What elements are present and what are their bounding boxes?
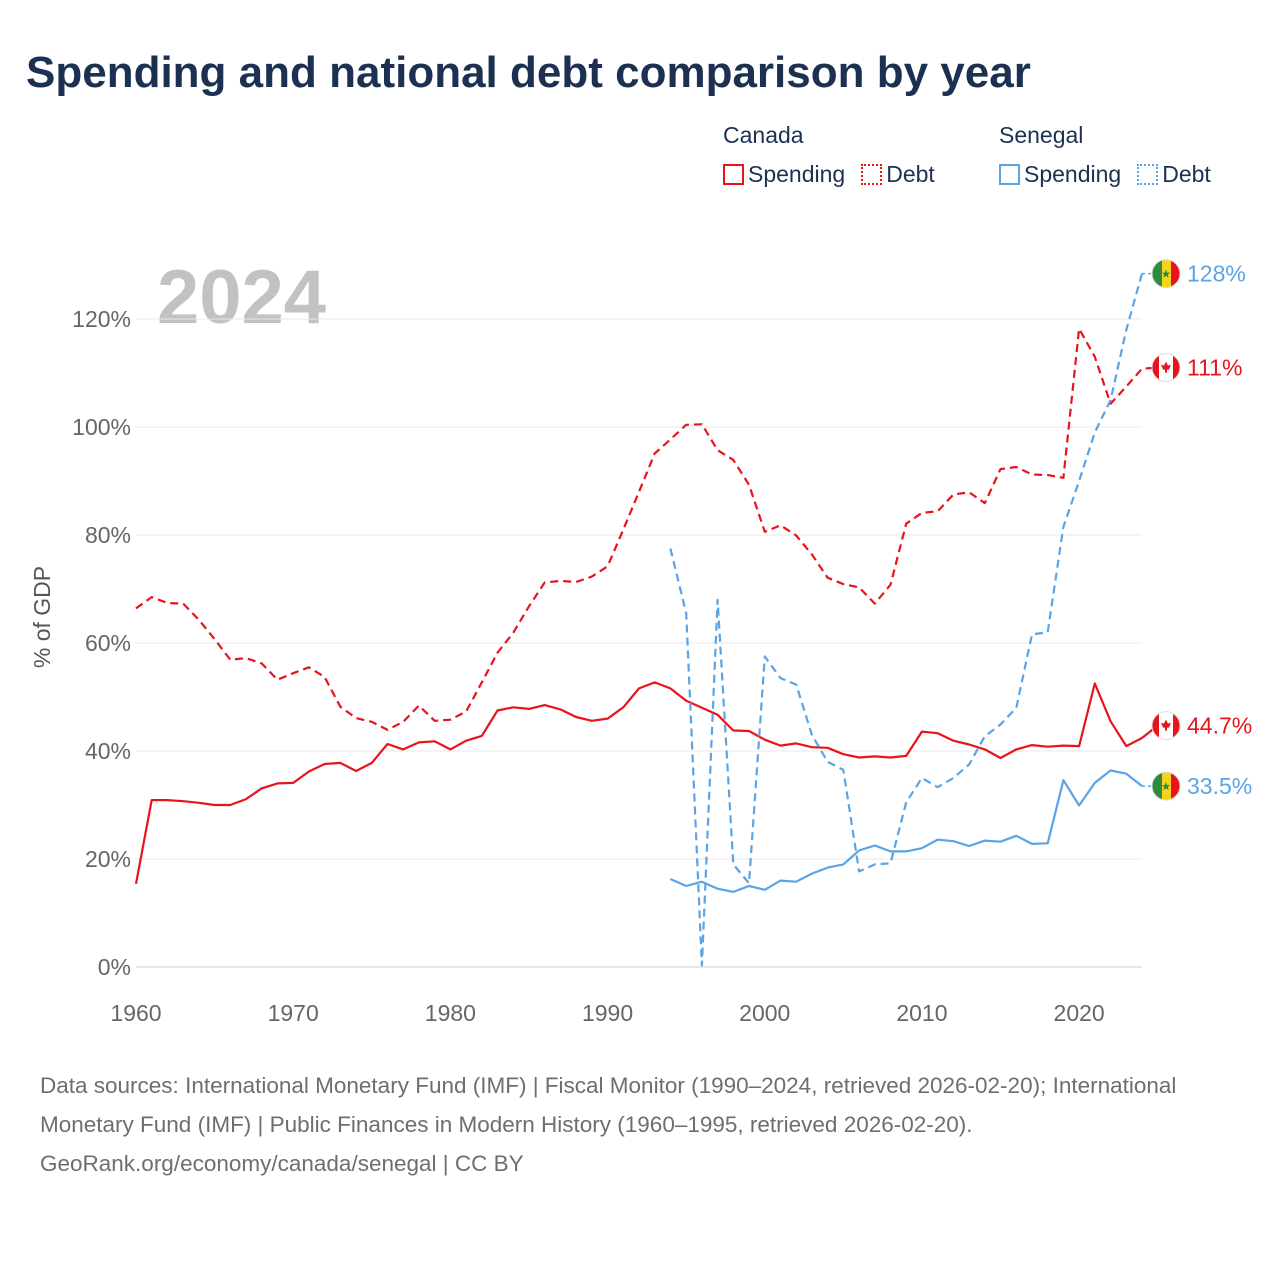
legend-label: Spending: [748, 161, 846, 187]
x-tick-label: 2010: [896, 1000, 947, 1026]
legend-swatch-solid: [999, 164, 1020, 185]
x-tick-label: 2000: [739, 1000, 790, 1026]
legend-senegal-debt[interactable]: Debt: [1137, 161, 1211, 188]
y-tick-label: 40%: [85, 738, 131, 764]
x-tick-label: 2020: [1054, 1000, 1105, 1026]
legend-senegal: Senegal Spending Debt: [999, 122, 1211, 188]
legend-swatch-dotted: [1137, 164, 1159, 185]
end-value-label: 44.7%: [1187, 713, 1252, 739]
y-tick-label: 60%: [85, 630, 131, 656]
x-tick-label: 1980: [425, 1000, 476, 1026]
legend-label: Debt: [886, 161, 935, 187]
y-tick-label: 100%: [72, 414, 131, 440]
y-axis-label: % of GDP: [29, 566, 55, 668]
y-tick-label: 0%: [98, 954, 131, 980]
legend-canada: Canada Spending Debt: [723, 122, 935, 188]
end-value-label: 128%: [1187, 261, 1246, 287]
y-tick-label: 120%: [72, 306, 131, 332]
chart-area: 2024 0% 20% 40% 60% 80% 100% 120% 1960 1970 1980…: [29, 255, 1252, 1026]
legend-swatch-solid: [723, 164, 744, 185]
legend-country-senegal: Senegal: [999, 122, 1084, 148]
senegal-debt-line[interactable]: [669, 273, 1144, 967]
end-value-label: 111%: [1187, 355, 1242, 381]
credit-link[interactable]: GeoRank.org/economy/canada/senegal | CC …: [40, 1151, 524, 1176]
data-sources: Data sources: International Monetary Fun…: [40, 1073, 1177, 1137]
chart-title: Spending and national debt comparison by…: [26, 48, 1031, 97]
year-watermark: 2024: [157, 255, 326, 340]
senegal-spending-line[interactable]: [669, 769, 1143, 893]
y-tick-label: 80%: [85, 522, 131, 548]
end-value-label: 33.5%: [1187, 773, 1252, 799]
legend-senegal-spending[interactable]: Spending: [999, 161, 1121, 188]
legend-canada-debt[interactable]: Debt: [861, 161, 935, 188]
x-tick-label: 1960: [110, 1000, 161, 1026]
legend-label: Spending: [1024, 161, 1122, 187]
legend-canada-spending[interactable]: Spending: [723, 161, 845, 188]
y-tick-label: 20%: [85, 846, 131, 872]
x-tick-label: 1970: [268, 1000, 319, 1026]
legend-label: Debt: [1162, 161, 1211, 187]
canada-spending-line[interactable]: [134, 681, 1159, 885]
legend-country-canada: Canada: [723, 122, 804, 148]
footer: Data sources: International Monetary Fun…: [40, 1066, 1240, 1183]
canada-flag-icon: [1151, 353, 1181, 383]
canada-debt-line[interactable]: [135, 327, 1158, 731]
senegal-flag-icon: [1151, 259, 1181, 289]
legend-swatch-dotted: [861, 164, 883, 185]
canada-flag-icon: [1151, 711, 1181, 741]
x-tick-label: 1990: [582, 1000, 633, 1026]
senegal-flag-icon: [1151, 771, 1181, 801]
